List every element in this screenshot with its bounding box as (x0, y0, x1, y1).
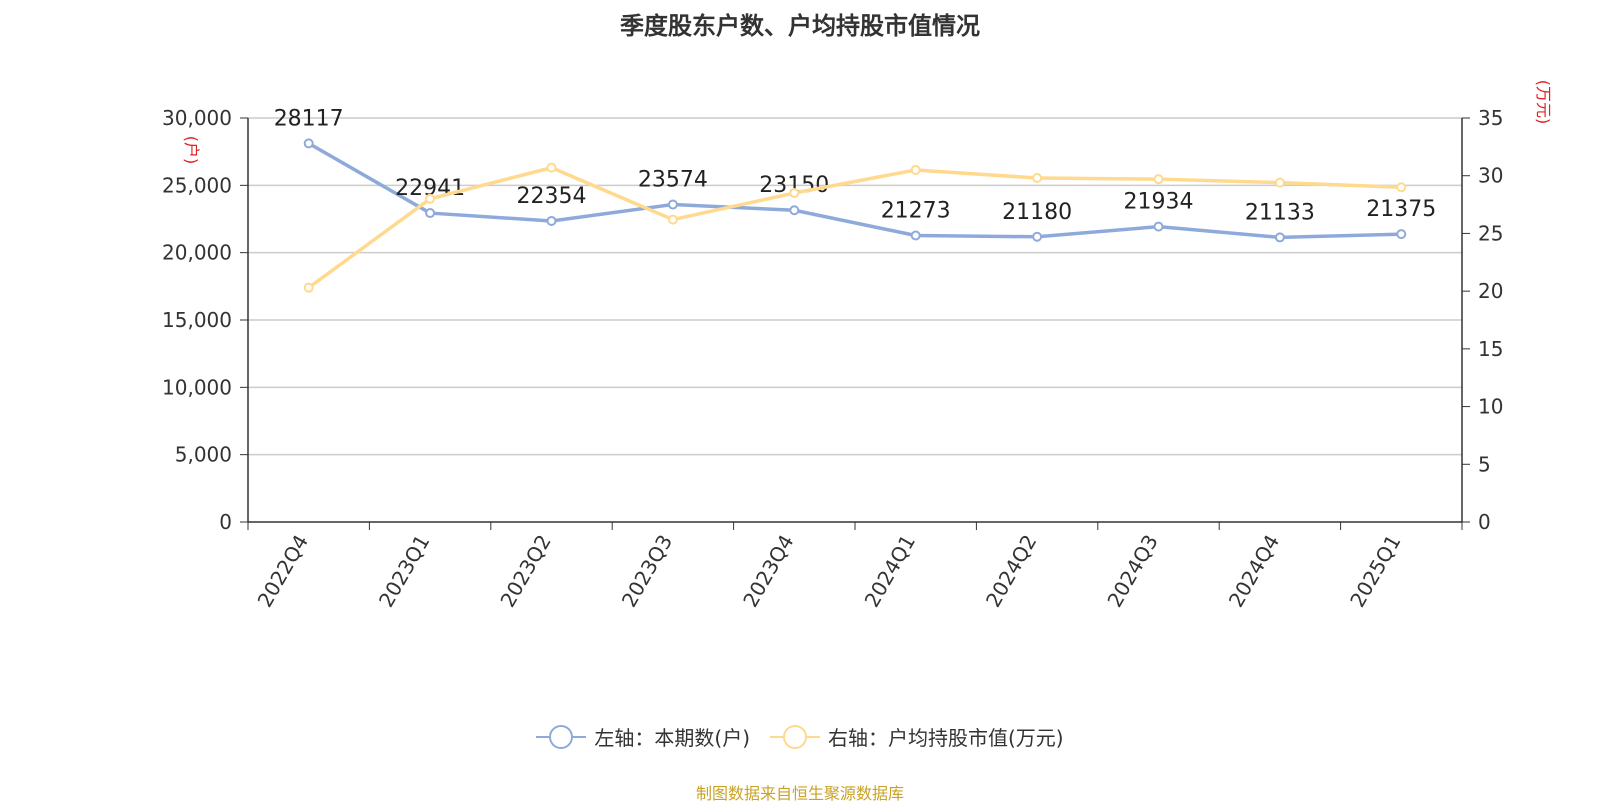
data-point-avg-value (303, 282, 314, 293)
data-label-households: 21180 (1002, 200, 1072, 225)
data-point-households (910, 230, 921, 241)
data-label-households: 21375 (1366, 197, 1436, 222)
legend: 左轴：本期数(户) 右轴：户均持股市值(万元) (0, 722, 1600, 751)
x-tick-label: 2023Q1 (374, 531, 434, 612)
data-point-avg-value (425, 193, 436, 204)
data-label-households: 22354 (517, 184, 587, 209)
data-label-households: 21133 (1245, 200, 1315, 225)
legend-item-avg-value[interactable]: 右轴：户均持股市值(万元) (770, 722, 1064, 751)
left-tick-label: 25,000 (162, 173, 232, 197)
right-axis-unit: (万元) (1534, 80, 1553, 125)
data-label-households: 28117 (274, 106, 344, 131)
series-line-households (307, 141, 1402, 240)
right-tick-label: 5 (1478, 452, 1491, 476)
data-point-avg-value (789, 188, 800, 199)
x-tick-label: 2023Q4 (738, 531, 798, 612)
x-tick-label: 2023Q2 (495, 531, 555, 612)
legend-item-households[interactable]: 左轴：本期数(户) (536, 722, 750, 751)
legend-label-households: 左轴：本期数(户) (594, 726, 750, 750)
data-point-households (303, 138, 314, 149)
data-point-households (789, 205, 800, 216)
x-tick-label: 2025Q1 (1345, 531, 1405, 612)
data-point-households (546, 215, 557, 226)
right-tick-label: 15 (1478, 337, 1503, 361)
series-line-avg-value (307, 165, 1402, 290)
data-point-avg-value (546, 162, 557, 173)
legend-swatch-avg-value (770, 724, 820, 750)
x-tick-label: 2022Q4 (253, 531, 313, 612)
data-point-households (1032, 231, 1043, 242)
left-axis-unit: (户) (182, 136, 201, 165)
x-tick-label: 2024Q4 (1224, 531, 1284, 612)
left-tick-label: 10,000 (162, 375, 232, 399)
x-tick-label: 2024Q3 (1102, 531, 1162, 612)
left-tick-label: 15,000 (162, 308, 232, 332)
data-point-households (1274, 232, 1285, 243)
data-point-avg-value (910, 164, 921, 175)
data-point-households (667, 199, 678, 210)
left-tick-label: 0 (219, 510, 232, 534)
right-tick-label: 10 (1478, 395, 1503, 419)
data-label-households: 21934 (1124, 190, 1194, 215)
data-point-avg-value (667, 214, 678, 225)
data-point-avg-value (1032, 173, 1043, 184)
data-point-avg-value (1153, 174, 1164, 185)
data-label-households: 21273 (881, 199, 951, 224)
legend-swatch-households (536, 724, 587, 750)
left-tick-label: 20,000 (162, 241, 232, 265)
right-tick-label: 30 (1478, 164, 1503, 188)
x-tick-label: 2024Q1 (860, 531, 920, 612)
right-tick-label: 0 (1478, 510, 1491, 534)
left-tick-label: 30,000 (162, 106, 232, 130)
data-label-households: 23574 (638, 168, 708, 193)
source-note: 制图数据来自恒生聚源数据库 (695, 784, 904, 803)
left-tick-label: 5,000 (175, 443, 232, 467)
x-tick-label: 2024Q2 (981, 531, 1041, 612)
chart-title: 季度股东户数、户均持股市值情况 (620, 12, 980, 40)
right-tick-label: 35 (1478, 106, 1503, 130)
right-tick-label: 20 (1478, 279, 1503, 303)
data-point-households (1396, 229, 1407, 240)
data-point-households (1153, 221, 1164, 232)
data-point-households (425, 208, 436, 219)
data-point-avg-value (1396, 182, 1407, 193)
right-tick-label: 25 (1478, 221, 1503, 245)
legend-label-avg-value: 右轴：户均持股市值(万元) (828, 726, 1064, 750)
data-point-avg-value (1274, 177, 1285, 188)
x-tick-label: 2023Q3 (617, 531, 677, 612)
